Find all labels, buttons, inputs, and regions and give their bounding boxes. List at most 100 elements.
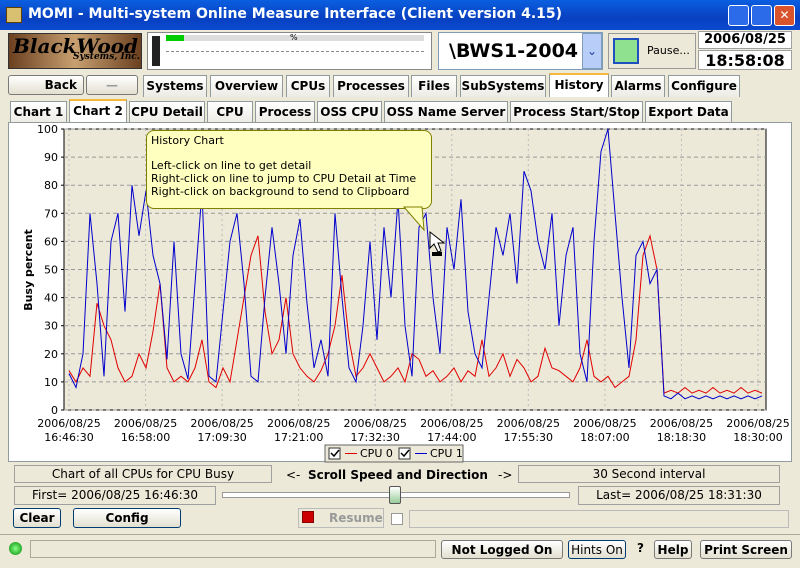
- legend-label: CPU 1: [430, 447, 463, 460]
- separator: [0, 534, 800, 535]
- nav-tab[interactable]: Configure: [668, 75, 740, 97]
- window-title: MOMI - Multi-system Online Measure Inter…: [28, 6, 563, 22]
- y-tick-label: 60: [44, 235, 58, 248]
- meter-track: [166, 35, 424, 41]
- nav-tab[interactable]: Files: [411, 75, 457, 97]
- x-tick-time: 17:21:00: [274, 431, 323, 444]
- status-field: [30, 540, 436, 558]
- x-tick-time: 17:44:00: [427, 431, 476, 444]
- tooltip: History Chart Left-click on line to get …: [146, 130, 432, 209]
- last-time: Last= 2006/08/25 18:31:30: [578, 486, 780, 505]
- nav-tab[interactable]: Systems: [143, 75, 207, 97]
- x-tick-date: 2006/08/25: [114, 417, 177, 430]
- legend-box: [324, 444, 464, 463]
- login-button[interactable]: Not Logged On: [441, 540, 563, 559]
- x-tick-date: 2006/08/25: [37, 417, 100, 430]
- slider-thumb[interactable]: [389, 486, 401, 504]
- x-tick-time: 17:32:30: [351, 431, 400, 444]
- forward-button[interactable]: —: [86, 75, 138, 95]
- meter-label: %: [290, 33, 298, 42]
- tooltip-pointer: [402, 206, 446, 256]
- x-tick-date: 2006/08/25: [344, 417, 407, 430]
- legend-check: [400, 449, 410, 458]
- y-tick-label: 30: [44, 320, 58, 333]
- y-axis-label: Busy percent: [22, 229, 35, 311]
- help-icon[interactable]: ?: [637, 541, 644, 555]
- app-icon: [6, 7, 22, 23]
- pause-label: Pause...: [647, 44, 690, 57]
- y-tick-label: 0: [51, 404, 58, 417]
- x-tick-date: 2006/08/25: [267, 417, 330, 430]
- config-button[interactable]: Config: [73, 508, 181, 528]
- y-tick-label: 50: [44, 264, 58, 277]
- help-button[interactable]: Help: [654, 540, 692, 559]
- sub-tab[interactable]: Export Data: [645, 101, 732, 123]
- sub-tab[interactable]: Process: [255, 101, 315, 123]
- nav-tab[interactable]: Overview: [210, 75, 283, 97]
- tooltip-lines: Left-click on line to get detail Right-cl…: [151, 159, 427, 198]
- sub-tab[interactable]: OSS Name Server: [384, 101, 508, 123]
- y-tick-label: 100: [37, 123, 58, 136]
- resume-icon: [302, 511, 314, 523]
- legend-checkbox[interactable]: [398, 447, 411, 460]
- legend-check: [330, 449, 340, 458]
- pause-button[interactable]: Pause...: [608, 33, 696, 69]
- x-tick-date: 2006/08/25: [650, 417, 713, 430]
- status-light: [9, 542, 22, 555]
- x-tick-date: 2006/08/25: [573, 417, 636, 430]
- sub-tab[interactable]: Process Start/Stop: [510, 101, 643, 123]
- resume-button[interactable]: Resume: [298, 508, 384, 528]
- x-tick-time: 17:09:30: [197, 431, 246, 444]
- nav-tab[interactable]: History: [549, 73, 609, 97]
- logo-subtext: Systems, Inc.: [73, 52, 140, 62]
- nav-tab[interactable]: Processes: [333, 75, 409, 97]
- logo-text: BlackWood: [13, 34, 138, 58]
- tooltip-line: Right-click on background to send to Cli…: [151, 185, 410, 198]
- sub-tab[interactable]: CPU: [207, 101, 253, 123]
- nav-tab[interactable]: SubSystems: [460, 75, 546, 97]
- first-time: First= 2006/08/25 16:46:30: [14, 486, 216, 505]
- x-tick-date: 2006/08/25: [190, 417, 253, 430]
- system-name: \BWS1-2004: [449, 40, 579, 62]
- meter-bar: [152, 36, 160, 66]
- resume-checkbox[interactable]: [391, 513, 403, 525]
- clear-button[interactable]: Clear: [13, 508, 61, 528]
- system-select[interactable]: \BWS1-2004: [438, 32, 603, 70]
- chart-description: Chart of all CPUs for CPU Busy: [14, 465, 272, 483]
- legend-checkbox[interactable]: [328, 447, 341, 460]
- y-tick-label: 20: [44, 348, 58, 361]
- progress-field: [409, 510, 789, 528]
- print-button[interactable]: Print Screen: [700, 540, 792, 559]
- legend-label: CPU 0: [360, 447, 393, 460]
- scroll-left: <-: [286, 468, 301, 482]
- sub-tab[interactable]: Chart 2: [69, 99, 127, 123]
- close-button[interactable]: ✕: [774, 5, 795, 26]
- scroll-right: ->: [498, 468, 513, 482]
- nav-tab[interactable]: Alarms: [611, 75, 665, 97]
- dropdown-arrow[interactable]: ⌄: [582, 33, 602, 69]
- sub-tab[interactable]: CPU Detail: [129, 101, 205, 123]
- back-button[interactable]: Back: [8, 75, 84, 95]
- date-display: 2006/08/25: [698, 31, 792, 49]
- nav-tab[interactable]: CPUs: [286, 75, 330, 97]
- minimize-button[interactable]: [728, 5, 749, 26]
- sub-tab[interactable]: Chart 1: [10, 101, 67, 123]
- x-tick-time: 16:58:00: [121, 431, 170, 444]
- maximize-button[interactable]: [751, 5, 772, 26]
- series-line[interactable]: [68, 233, 763, 394]
- y-tick-label: 10: [44, 376, 58, 389]
- y-tick-label: 90: [44, 151, 58, 164]
- interval-display: 30 Second interval: [518, 465, 780, 483]
- x-tick-date: 2006/08/25: [726, 417, 789, 430]
- y-tick-label: 40: [44, 292, 58, 305]
- resume-label: Resume: [329, 511, 383, 525]
- back-label: Back: [44, 78, 77, 92]
- tooltip-title: History Chart: [151, 134, 224, 147]
- sub-tab[interactable]: OSS CPU: [317, 101, 382, 123]
- hints-button[interactable]: Hints On: [568, 540, 626, 559]
- series-line[interactable]: [68, 128, 763, 400]
- x-tick-date: 2006/08/25: [420, 417, 483, 430]
- x-tick-date: 2006/08/25: [497, 417, 560, 430]
- title-bar: [0, 0, 800, 30]
